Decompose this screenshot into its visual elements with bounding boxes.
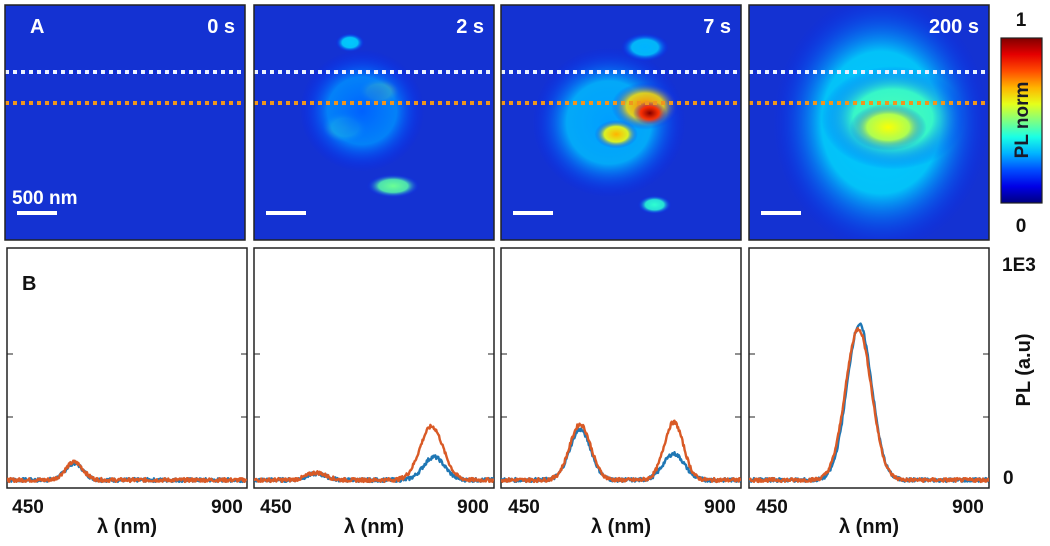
intensity-spot [637, 195, 672, 215]
x-axis-label: λ (nm) [97, 516, 157, 538]
pl-map-3: 7 s [500, 4, 742, 241]
intensity-spot [633, 101, 667, 125]
spectrum-panel-3: λ (nm) [500, 247, 742, 538]
time-label: 2 s [456, 16, 484, 38]
colorbar-max-label: 1 [1016, 10, 1027, 31]
x-tick-label: 900 [211, 497, 243, 518]
time-label: 7 s [703, 16, 731, 38]
intensity-spot [594, 120, 638, 149]
pl-map-4: 200 s [748, 4, 990, 241]
y-tick-label-max: 1E3 [1002, 255, 1036, 276]
colorbar-gradient [1000, 37, 1043, 204]
series-line-orange [7, 459, 247, 484]
colorbar-min-label: 0 [1016, 216, 1027, 237]
intensity-spot [299, 49, 425, 172]
panel-label-a: A [30, 16, 44, 38]
time-label: 200 s [929, 16, 979, 38]
spectrum-panel-4: λ (nm) [748, 247, 990, 538]
plot-frame [6, 247, 248, 489]
x-axis-label: λ (nm) [344, 516, 404, 538]
plot-frame [253, 247, 495, 489]
x-tick-label: 450 [508, 497, 540, 518]
spectrum-panel-1: λ (nm) [6, 247, 248, 538]
series-line-orange [749, 327, 989, 484]
colorbar-title: PL norm [1012, 82, 1033, 159]
x-tick-label: 900 [704, 497, 736, 518]
x-tick-label: 900 [952, 497, 984, 518]
series-line-orange [501, 419, 741, 484]
time-label: 0 s [207, 16, 235, 38]
series-line-orange [254, 423, 494, 484]
spectrum-panel-2: λ (nm) [253, 247, 495, 538]
scale-bar-label: 500 nm [12, 188, 77, 209]
panel-label-b: B [22, 273, 36, 295]
pl-map-2: 2 s [253, 4, 495, 241]
x-tick-label: 900 [457, 497, 489, 518]
plot-frame [500, 247, 742, 489]
intensity-spot [335, 33, 365, 52]
pl-map-1: 0 s [4, 4, 246, 241]
spectra-panels: λ (nm) λ (nm) λ (nm) λ (nm) B 450 900 450 900 450… [6, 247, 1036, 538]
x-axis-label: λ (nm) [591, 516, 651, 538]
y-axis-label: PL (a.u) [1013, 334, 1035, 407]
x-tick-label: 450 [756, 497, 788, 518]
intensity-spot [621, 33, 669, 62]
x-tick-label: 450 [12, 497, 44, 518]
x-tick-label: 450 [260, 497, 292, 518]
pl-maps: 0 s 2 s 7 s 200 s A 500 nm [4, 4, 990, 241]
intensity-spot [366, 174, 420, 198]
colorbar: 1 0 PL norm [1000, 10, 1043, 237]
intensity-spot [849, 103, 927, 151]
map-background [5, 5, 245, 240]
x-axis-label: λ (nm) [839, 516, 899, 538]
y-tick-label-min: 0 [1003, 468, 1014, 489]
